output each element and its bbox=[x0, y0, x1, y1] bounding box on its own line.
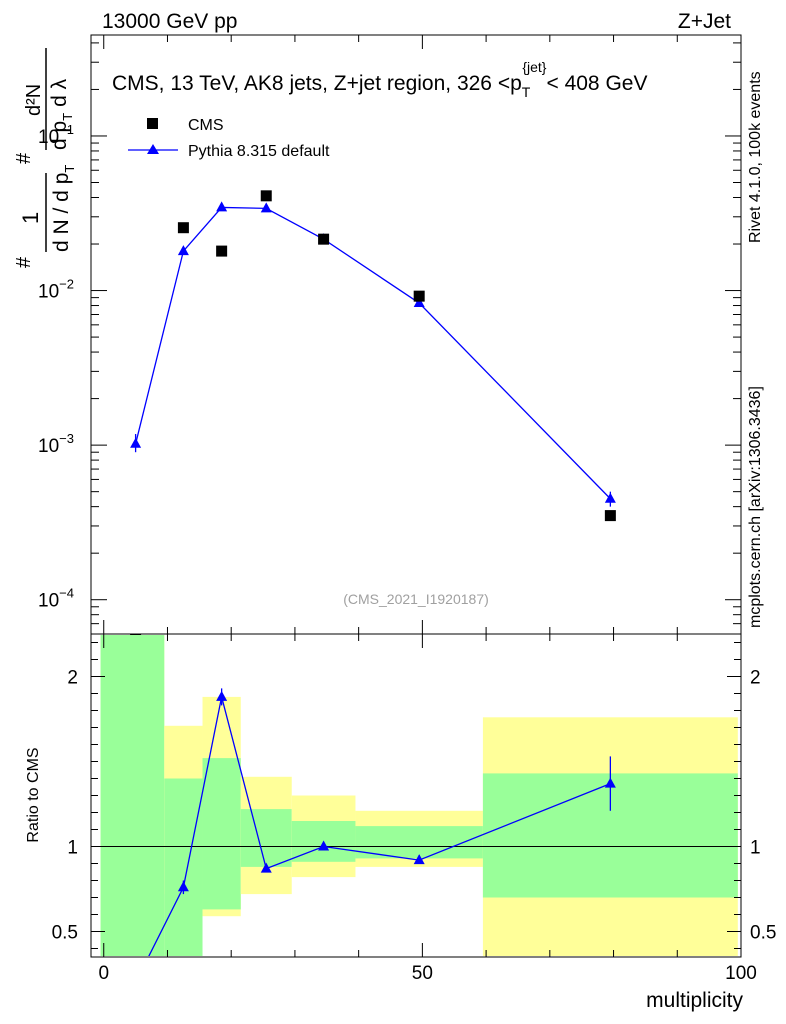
main-y-tick-label-exp: −3 bbox=[59, 431, 74, 446]
legend-marker-pythia bbox=[147, 144, 159, 154]
main-y-tick-labels: 10−410−310−210−1 bbox=[38, 122, 74, 612]
title-prefix: CMS, 13 TeV, AK8 jets, Z+jet region, 326… bbox=[112, 72, 522, 95]
ratio-band-green bbox=[202, 758, 241, 910]
main-title: CMS, 13 TeV, AK8 jets, Z+jet region, 326… bbox=[112, 59, 647, 100]
ylabel-dn-text: d N / d p bbox=[50, 173, 73, 252]
main-y-tick-label: 10−1 bbox=[38, 122, 74, 148]
title-sup: {jet} bbox=[522, 59, 546, 75]
side-version: Rivet 4.1.0, 100k events bbox=[747, 71, 764, 243]
pythia-point bbox=[177, 245, 189, 256]
ratio-y-tick-label: 1 bbox=[67, 838, 78, 859]
ratio-x-tick-label: 0 bbox=[98, 963, 109, 984]
main-y-tick-label-exp: −2 bbox=[59, 277, 74, 292]
ratio-y-axis-label: Ratio to CMS bbox=[25, 747, 42, 842]
ylabel-dp-sub: T bbox=[60, 113, 75, 121]
main-x-ticks bbox=[103, 35, 742, 634]
main-y-tick-label-exp: −4 bbox=[59, 586, 74, 601]
cms-point bbox=[260, 190, 272, 202]
ylabel-dn-sub: T bbox=[62, 165, 77, 173]
ratio-data-marks bbox=[130, 688, 616, 987]
main-panel: 10−410−310−210−1 CMS, 13 TeV, AK8 jets, … bbox=[13, 34, 742, 646]
ylabel-hash-1: # bbox=[13, 256, 35, 268]
ratio-y-tick-label: 0.5 bbox=[52, 923, 78, 944]
ylabel-hash-2: # bbox=[13, 152, 35, 164]
ratio-tick-labels: 0 50 100 0.5 0.5 1 1 2 2 bbox=[52, 668, 777, 985]
title-sub: T bbox=[522, 84, 531, 100]
header-left: 13000 GeV pp bbox=[102, 10, 237, 33]
legend-marker-cms bbox=[147, 118, 158, 129]
legend-label-cms: CMS bbox=[188, 117, 224, 134]
ratio-y-tick-label: 2 bbox=[67, 668, 78, 689]
side-source: mcplots.cern.ch [arXiv:1306.3436] bbox=[747, 386, 764, 628]
watermark: (CMS_2021_I1920187) bbox=[343, 591, 489, 607]
ratio-x-ticks bbox=[103, 634, 742, 957]
x-axis-label: multiplicity bbox=[646, 989, 743, 1012]
ylabel-one: 1 bbox=[18, 212, 43, 224]
ratio-x-tick-label: 100 bbox=[725, 963, 757, 984]
pythia-point bbox=[260, 202, 272, 213]
ratio-band-green bbox=[355, 826, 483, 859]
ylabel-dl: d λ bbox=[48, 78, 71, 107]
main-y-tick-label: 10−2 bbox=[38, 277, 74, 303]
ratio-bands bbox=[100, 635, 738, 956]
ylabel-dp: d pTd λ bbox=[48, 78, 75, 150]
ratio-pythia-point bbox=[318, 840, 330, 851]
pythia-point bbox=[130, 437, 142, 448]
ratio-y-tick-label-right: 2 bbox=[750, 668, 761, 689]
ratio-y-ticks bbox=[91, 642, 741, 949]
main-data-marks bbox=[130, 190, 616, 646]
main-y-tick-label: 10−3 bbox=[38, 431, 74, 457]
ratio-x-tick-label: 50 bbox=[412, 963, 433, 984]
ratio-band-green bbox=[240, 809, 292, 867]
main-y-tick-label: 10−4 bbox=[38, 586, 74, 612]
main-y-axis-label: # 1 d N / d pT # d²N d pTd λ bbox=[13, 48, 77, 268]
header-right: Z+Jet bbox=[678, 10, 731, 33]
ylabel-dn: d N / d pT bbox=[50, 165, 77, 252]
legend-label-pythia: Pythia 8.315 default bbox=[188, 143, 330, 160]
ratio-y-tick-label-right: 1 bbox=[750, 838, 761, 859]
pythia-line bbox=[134, 206, 611, 500]
ylabel-dp-text: d p bbox=[48, 121, 71, 150]
ratio-band-green bbox=[100, 635, 165, 956]
ratio-pythia-point bbox=[604, 777, 616, 788]
legend: CMS Pythia 8.315 default bbox=[128, 117, 330, 160]
cms-point bbox=[318, 233, 330, 245]
cms-point bbox=[413, 290, 425, 302]
ratio-panel: 0 50 100 0.5 0.5 1 1 2 2 Ratio to CMS multiplici… bbox=[25, 633, 777, 1012]
main-y-tick-label-base: 10 bbox=[38, 127, 59, 148]
ratio-pythia-point bbox=[260, 862, 272, 873]
ratio-y-tick-label-right: 0.5 bbox=[750, 923, 776, 944]
ratio-pythia-point bbox=[413, 854, 425, 865]
pythia-point bbox=[413, 297, 425, 308]
pythia-point bbox=[604, 492, 616, 503]
main-y-tick-label-base: 10 bbox=[38, 282, 59, 303]
title-suffix: < 408 GeV bbox=[546, 72, 647, 95]
ratio-band-green bbox=[164, 778, 203, 956]
main-y-tick-label-exp: −1 bbox=[59, 122, 74, 137]
ratio-pythia-point bbox=[130, 977, 141, 987]
cms-point bbox=[177, 222, 189, 234]
main-y-tick-label-base: 10 bbox=[38, 591, 59, 612]
ratio-pythia-point bbox=[177, 881, 189, 892]
pythia-point bbox=[216, 201, 228, 212]
ylabel-d2n: d²N bbox=[23, 84, 45, 116]
cms-point bbox=[604, 510, 616, 522]
ratio-pythia-point bbox=[216, 690, 228, 701]
cms-point bbox=[216, 245, 228, 257]
main-y-tick-label-base: 10 bbox=[38, 436, 59, 457]
